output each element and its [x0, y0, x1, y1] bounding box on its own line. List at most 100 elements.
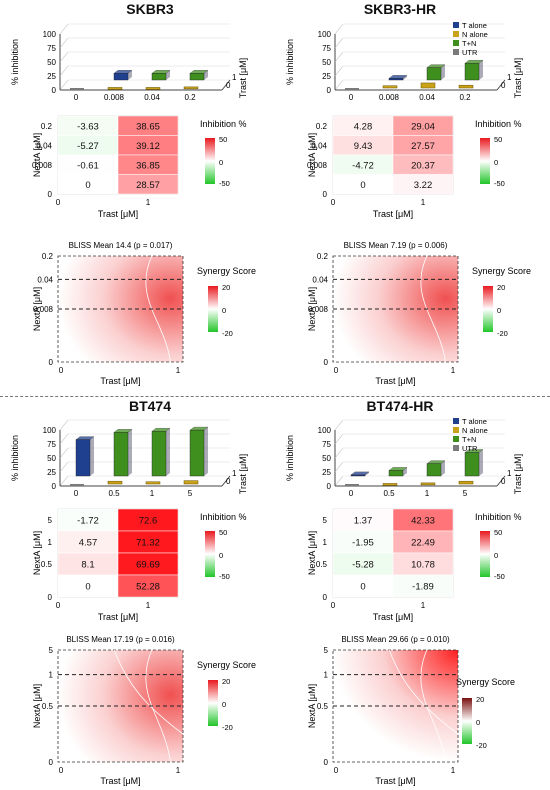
- x-tick-label: 0.04: [419, 93, 435, 100]
- z-axis-label: Trast [μM]: [513, 58, 523, 98]
- colorbar: [208, 680, 218, 726]
- cell-value-label: 27.57: [411, 141, 435, 152]
- y-tick-label: 75: [322, 44, 331, 53]
- y-tick-label: 100: [43, 30, 57, 39]
- n-alone-bar: [183, 480, 199, 485]
- colorbar-title: Inhibition %: [475, 512, 522, 522]
- y-tick-label: 0.2: [42, 252, 54, 261]
- y-tick-label: 100: [43, 426, 57, 435]
- z-axis-label: Trast [μM]: [238, 58, 248, 98]
- skbr3-synergy-map: BLISS Mean 14.4 (p = 0.017) 0.2 0.04 0.008 0…: [32, 241, 256, 386]
- bar-side: [128, 70, 132, 80]
- grid-line: [334, 419, 344, 431]
- cell-value-label: 20.37: [411, 160, 435, 171]
- x-tick-label: 0: [331, 601, 336, 610]
- y-axis-label: % inhibition: [285, 435, 295, 481]
- grid-line: [334, 461, 344, 473]
- x-axis-label: Trast [μM]: [98, 612, 138, 622]
- legend-label: UTR: [462, 444, 478, 453]
- colorbar-tick-label: -20: [222, 329, 233, 338]
- colorbar-tick-label: -50: [494, 572, 505, 581]
- y-axis-label: NextA [μM]: [32, 287, 42, 331]
- bar-top: [426, 64, 446, 68]
- y-axis-label: NextA [μM]: [32, 133, 42, 177]
- title-bt474hr: BT474-HR: [366, 398, 434, 414]
- x-tick-label: 0: [334, 366, 339, 375]
- y-tick-label: 0: [323, 593, 328, 602]
- colorbar-title: Synergy Score: [197, 266, 256, 276]
- grid-line: [59, 475, 69, 487]
- x-tick-label: 1: [150, 489, 155, 496]
- colorbar-title: Synergy Score: [456, 677, 515, 687]
- bar-side: [441, 64, 445, 80]
- x-tick-label: 5: [463, 489, 468, 496]
- title-skbr3: SKBR3: [126, 1, 174, 17]
- colorbar-tick-label: 0: [222, 306, 226, 315]
- bar-top: [388, 75, 408, 79]
- y-tick-label: 1: [49, 671, 54, 680]
- skbr3-inhibition-heatmap: -3.63 38.65 -5.27 39.12 -0.61 36.85 0 28.57 0.2 0…: [32, 115, 247, 219]
- y-tick-label: 0: [323, 190, 328, 199]
- cell-value-label: 52.28: [136, 582, 160, 593]
- bar-side: [479, 449, 483, 476]
- y-tick-label: 25: [47, 72, 56, 81]
- colorbar-tick-label: 50: [219, 135, 227, 144]
- colorbar: [483, 286, 493, 332]
- n-alone-bar: [107, 87, 123, 90]
- y-tick-label: 0.04: [37, 275, 53, 284]
- cell-value-label: 0: [85, 180, 90, 191]
- bar-side: [403, 467, 407, 476]
- z-tick-label: 1: [507, 469, 512, 478]
- legend-swatch: [453, 427, 459, 433]
- y-tick-label: 0: [324, 358, 329, 367]
- bar-side: [204, 427, 208, 476]
- cell-value-label: 4.57: [79, 538, 98, 549]
- cell-value-label: 39.12: [136, 141, 160, 152]
- legend-swatch: [453, 31, 459, 37]
- colorbar-title: Synergy Score: [472, 266, 531, 276]
- bar-side: [204, 70, 208, 80]
- cell-value-label: -4.72: [352, 160, 374, 171]
- grid-line: [59, 37, 69, 49]
- colorbar-tick-label: 20: [497, 283, 505, 292]
- y-tick-label: 0: [52, 482, 57, 491]
- y-tick-label: 0.008: [307, 161, 328, 170]
- y-tick-label: 0.008: [308, 305, 329, 314]
- x-tick-label: 0: [56, 601, 61, 610]
- grid-line: [59, 51, 69, 63]
- cell-value-label: -1.72: [77, 516, 99, 527]
- y-tick-label: 75: [47, 440, 56, 449]
- colorbar-tick-label: 20: [222, 677, 230, 686]
- legend-swatch: [453, 40, 459, 46]
- y-tick-label: 0.008: [32, 161, 53, 170]
- cell-value-label: -1.95: [352, 538, 374, 549]
- section-divider: [0, 396, 550, 397]
- utr-bar: [345, 484, 359, 486]
- y-tick-label: 5: [48, 516, 53, 525]
- bar-side: [365, 471, 369, 476]
- colorbar-tick-label: 0: [219, 158, 223, 167]
- bar: [113, 432, 129, 477]
- grid-line: [334, 51, 344, 63]
- y-axis-label: NextA [μM]: [32, 531, 42, 575]
- colorbar-tick-label: 20: [222, 283, 230, 292]
- colorbar-tick-label: 50: [494, 135, 502, 144]
- y-tick-label: 5: [324, 646, 329, 655]
- y-tick-label: 5: [323, 516, 328, 525]
- cell-value-label: 69.69: [136, 560, 160, 571]
- colorbar: [462, 698, 472, 744]
- colorbar-title: Inhibition %: [200, 119, 247, 129]
- bar: [426, 463, 442, 477]
- x-tick-label: 0.008: [104, 93, 125, 100]
- n-alone-bar: [107, 480, 123, 485]
- y-tick-label: 0: [327, 482, 332, 491]
- bar-top: [350, 471, 370, 476]
- y-tick-label: 0.04: [36, 141, 52, 150]
- bar: [189, 73, 205, 81]
- colorbar-title: Inhibition %: [200, 512, 247, 522]
- bar: [151, 73, 167, 81]
- synergy-title: BLISS Mean 29.66 (p = 0.010): [341, 635, 450, 644]
- z-axis: [221, 79, 231, 91]
